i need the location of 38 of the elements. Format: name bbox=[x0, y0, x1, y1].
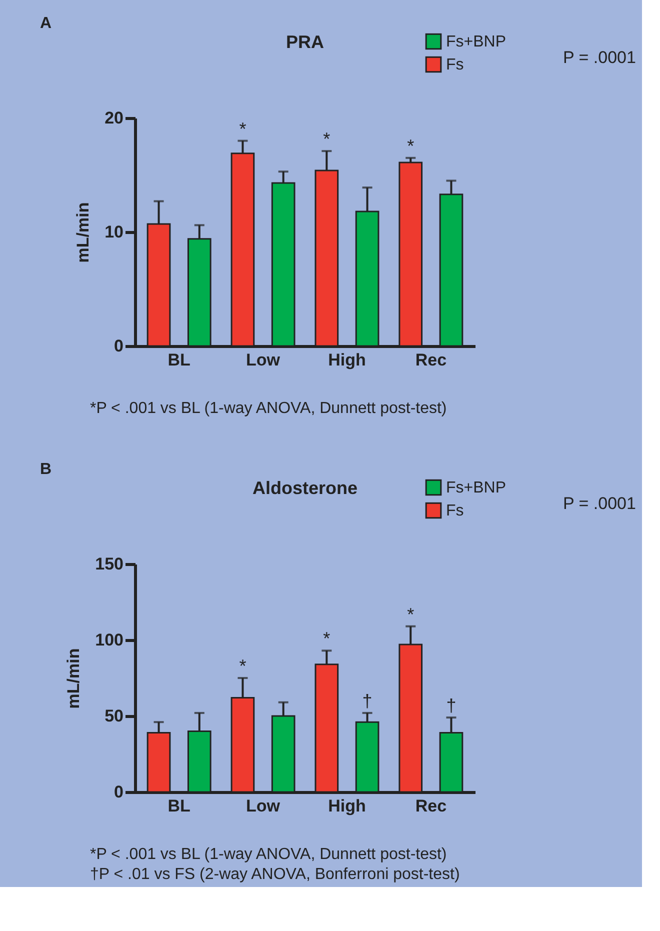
x-tick-label: High bbox=[328, 796, 366, 816]
x-tick-label: BL bbox=[168, 796, 190, 816]
text: P = .0001 bbox=[563, 494, 636, 513]
x-tick-label: Rec bbox=[415, 350, 447, 370]
x-tick-label: Low bbox=[246, 350, 281, 370]
x-tick-label: High bbox=[328, 350, 366, 370]
text: B bbox=[40, 461, 52, 478]
data-label: * bbox=[239, 118, 246, 139]
x-tick-label: Rec bbox=[415, 796, 447, 816]
data-label: † bbox=[446, 696, 456, 716]
y-tick-label: 50 bbox=[104, 706, 124, 726]
y-axis-title: mL/min bbox=[64, 648, 84, 709]
chart-title: Aldosterone bbox=[252, 478, 358, 498]
data-label: * bbox=[239, 656, 246, 676]
data-label: * bbox=[407, 604, 414, 624]
data-label: * bbox=[323, 628, 330, 649]
y-tick-label: 0 bbox=[114, 782, 124, 802]
x-tick-label: Low bbox=[246, 796, 281, 816]
legend-label: Fs+BNP bbox=[446, 480, 506, 496]
text: A bbox=[40, 15, 52, 32]
y-tick-label: 150 bbox=[95, 554, 124, 574]
legend-label: Fs bbox=[446, 502, 464, 520]
text: *P < .001 vs BL (1-way ANOVA, Dunnett post-test) bbox=[90, 846, 447, 863]
data-label: † bbox=[362, 690, 372, 711]
legend-label: Fs bbox=[446, 56, 464, 74]
y-tick-label: 10 bbox=[104, 222, 124, 242]
data-label: * bbox=[323, 129, 330, 150]
x-tick-label: BL bbox=[168, 350, 190, 370]
y-tick-label: 100 bbox=[95, 630, 124, 650]
text: †P < .01 vs FS (2-way ANOVA, Bonferroni post-test) bbox=[90, 866, 460, 883]
text: P = .0001 bbox=[563, 48, 636, 67]
chart-title: PRA bbox=[286, 32, 324, 52]
y-tick-label: 20 bbox=[104, 108, 124, 128]
y-axis-title: mL/min bbox=[74, 202, 93, 263]
y-tick-label: 0 bbox=[114, 336, 124, 356]
legend-label: Fs+BNP bbox=[446, 34, 506, 50]
data-label: * bbox=[407, 136, 414, 156]
text: *P < .001 vs BL (1-way ANOVA, Dunnett post-test) bbox=[90, 400, 447, 417]
